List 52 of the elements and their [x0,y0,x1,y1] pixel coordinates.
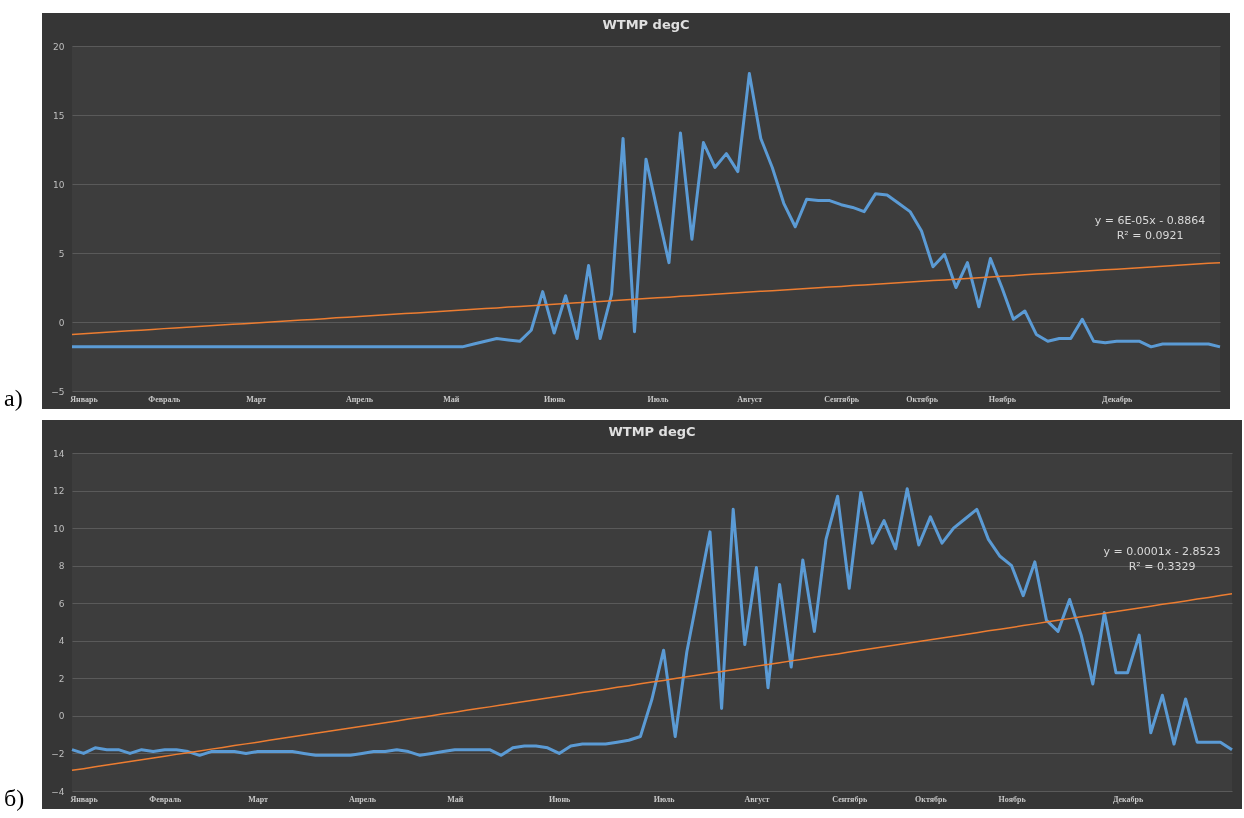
x-tick-label: Май [447,794,464,804]
y-tick-label: 8 [58,561,65,572]
line-series [71,593,1233,772]
x-tick-label: Июнь [549,794,572,804]
y-tick-label: 10 [53,523,65,534]
x-tick-label: Февраль [149,794,183,804]
x-tick-label: Сентябрь [824,394,860,404]
y-tick-label: 10 [53,179,65,190]
x-tick-label: Июль [653,794,676,804]
x-tick-label: Март [246,394,267,404]
annotation: y = 0.0001x - 2.8523 [1103,544,1221,558]
y-tick-label: −5 [51,386,65,397]
y-tick-label: 5 [58,248,65,259]
text: б) [4,785,25,812]
x-tick-label: Декабрь [1102,394,1134,404]
annotation: R² = 0.0921 [1116,228,1184,242]
x-tick-label: Март [248,794,269,804]
x-tick-label: Апрель [348,794,377,804]
chart-title: WTMP degC [608,424,696,439]
y-tick-label: 6 [58,598,65,609]
line-series [71,261,1221,336]
y-tick-label: 0 [58,317,65,328]
x-tick-label: Апрель [345,394,374,404]
line-series [70,487,1234,757]
x-tick-label: Октябрь [906,394,939,404]
x-tick-label: Ноябрь [998,794,1027,804]
y-tick-label: 2 [58,673,65,684]
x-tick-label: Август [744,794,770,804]
x-tick-label: Июнь [544,394,567,404]
y-tick-label: 20 [53,41,65,52]
x-tick-label: Май [443,394,460,404]
x-tick-label: Октябрь [915,794,948,804]
x-tick-label: Январь [70,794,99,804]
x-tick-label: Январь [70,394,99,404]
x-tick-label: Июль [647,394,670,404]
y-tick-label: −2 [51,748,65,759]
y-tick-label: −4 [51,786,65,797]
x-tick-label: Декабрь [1112,794,1145,804]
y-tick-label: 12 [53,486,65,497]
annotation: R² = 0.3329 [1128,559,1196,573]
y-tick-label: 14 [53,448,65,459]
y-tick-label: 0 [58,711,65,722]
line-series [70,72,1222,349]
text: a) [4,385,23,412]
x-tick-label: Сентябрь [832,794,868,804]
y-tick-label: 15 [53,110,65,121]
y-tick-label: 4 [58,636,65,647]
x-tick-label: Август [737,394,763,404]
chart-title: WTMP degC [602,17,690,32]
annotation: y = 6E-05x - 0.8864 [1094,213,1206,227]
x-tick-label: Ноябрь [988,394,1017,404]
x-tick-label: Февраль [148,394,182,404]
